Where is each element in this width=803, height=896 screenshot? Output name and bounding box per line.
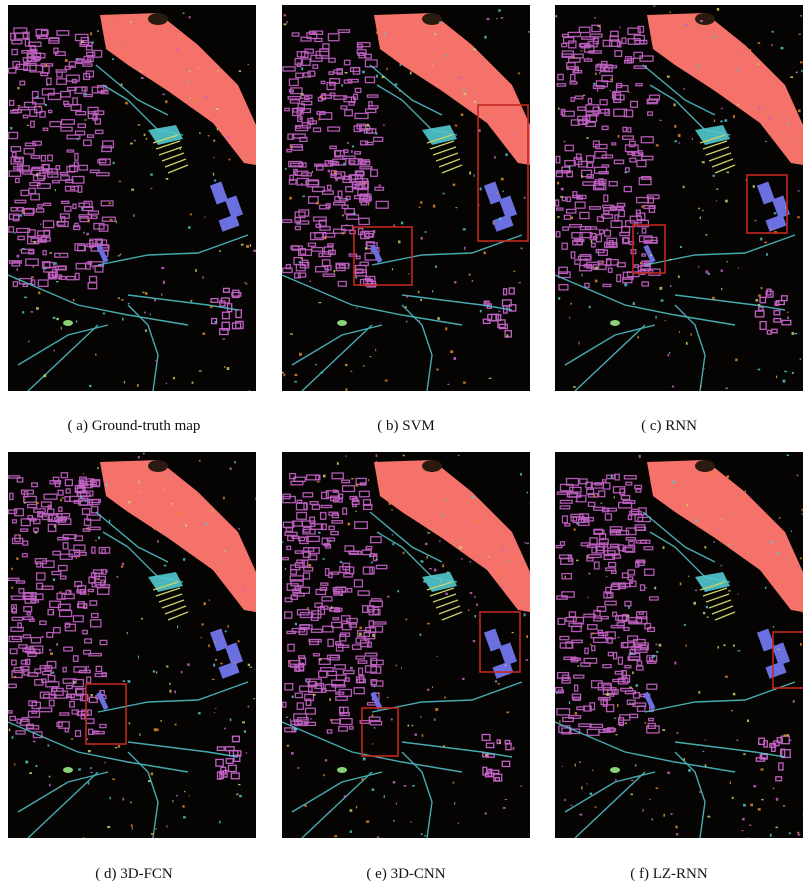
classification-map-c [555,5,803,391]
scattered-class-pixels [555,454,803,838]
blue-class-patches [370,628,518,711]
yellow-green-class-stripes [152,134,189,174]
caption-c: ( c) RNN [641,418,697,434]
caption-d: ( d) 3D-FCN [95,866,173,882]
yellow-green-class-stripes [699,134,736,174]
salmon-class-region [100,13,256,165]
classification-map-f [555,452,803,838]
caption-e: ( e) 3D-CNN [366,866,446,882]
map-panel-f [555,452,803,838]
map-panel-a [8,5,256,391]
highlight-box [479,611,521,673]
blue-class-patches [643,628,791,711]
blue-class-patches [370,181,518,264]
yellow-green-class-stripes [426,134,463,174]
classification-map-a [8,5,256,391]
salmon-class-region [647,460,803,612]
scattered-class-pixels [282,9,530,391]
yellow-green-class-stripes [152,581,189,621]
scattered-class-pixels [10,12,256,391]
salmon-class-region [374,13,530,165]
yellow-green-class-stripes [426,581,463,621]
caption-a: ( a) Ground-truth map [67,418,201,434]
blue-class-patches [96,628,244,711]
cyan-class-lines [8,511,249,838]
highlight-box [361,707,399,757]
scattered-class-pixels [282,454,530,838]
highlight-box [85,683,127,745]
salmon-class-region [100,460,256,612]
blue-class-patches [96,181,244,264]
magenta-class-structures [8,472,242,780]
salmon-class-region [374,460,530,612]
yellow-green-class-stripes [699,581,736,621]
map-panel-c [555,5,803,391]
magenta-class-structures [555,473,791,782]
highlight-box [772,631,803,689]
classification-map-e [282,452,530,838]
caption-b: ( b) SVM [377,418,435,434]
map-panel-e [282,452,530,838]
highlight-box [477,104,529,242]
highlight-box [632,224,666,274]
caption-f: ( f) LZ-RNN [630,866,708,882]
cyan-class-lines [8,64,249,391]
blue-class-patches [643,181,791,264]
map-panel-b [282,5,530,391]
map-panel-d [8,452,256,838]
highlight-box [746,174,788,234]
classification-map-b [282,5,530,391]
cyan-class-lines [555,511,796,838]
scattered-class-pixels [8,452,256,838]
scattered-class-pixels [555,5,803,389]
classification-map-d [8,452,256,838]
highlight-box [353,226,413,286]
salmon-class-region [647,13,803,165]
magenta-class-structures [282,472,512,782]
